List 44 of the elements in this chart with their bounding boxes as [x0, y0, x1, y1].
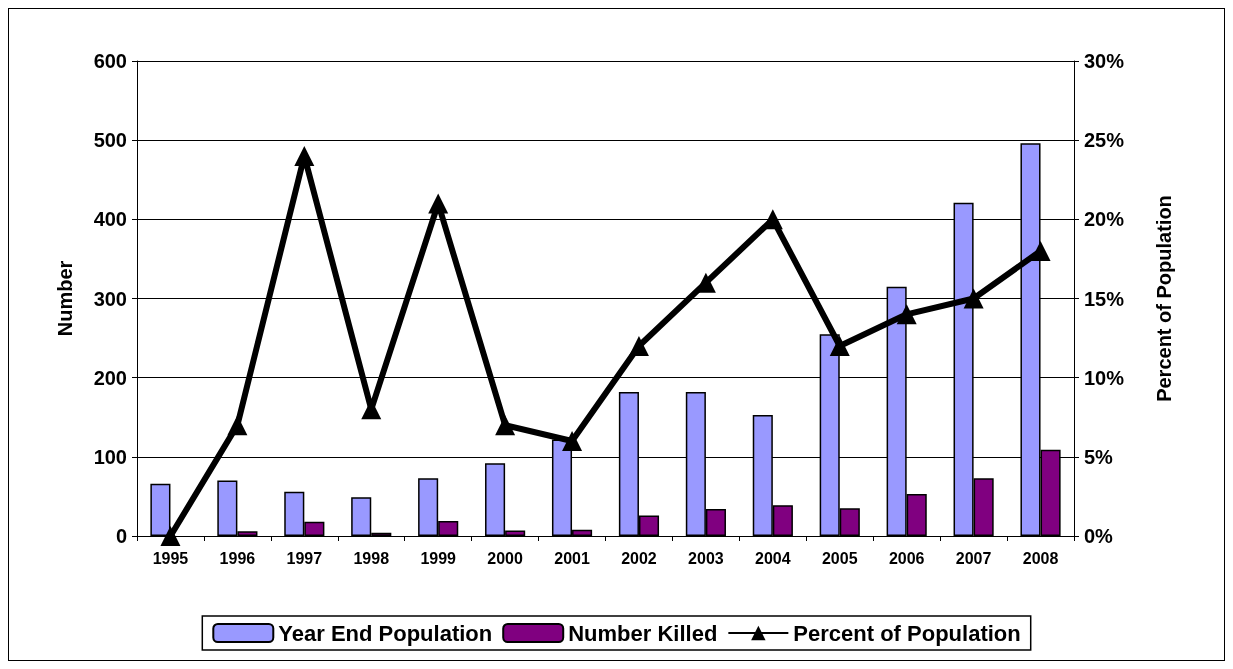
y-tick-label: 300 — [93, 287, 127, 310]
point — [628, 336, 649, 356]
point — [829, 336, 850, 356]
y2-tick-label: 0% — [1084, 525, 1114, 547]
y-tick-label: 600 — [93, 50, 127, 72]
x-tick-label: 2004 — [755, 549, 791, 567]
y2-axis-title: Percent of Population — [1153, 195, 1175, 402]
y-tick-label: 200 — [93, 366, 127, 389]
y2-tick-label: 5% — [1084, 445, 1114, 468]
x-tick-label: 2003 — [688, 549, 724, 567]
x-tick-label: 1999 — [420, 549, 457, 567]
y2-tick-label: 15% — [1084, 287, 1125, 310]
point — [227, 415, 248, 436]
y-tick-label: 500 — [93, 129, 127, 152]
legend-label: Year End Population — [278, 620, 493, 646]
point — [896, 304, 917, 325]
y-axis-title: Number — [54, 260, 76, 337]
point — [495, 415, 516, 436]
y2-tick-label: 30% — [1084, 50, 1125, 72]
x-tick-label: 2006 — [888, 549, 925, 567]
x-tick-label: 1998 — [353, 549, 390, 567]
x-tick-label: 2008 — [1022, 549, 1059, 567]
y-tick-label: 0 — [115, 525, 127, 547]
y2-tick-label: 25% — [1084, 129, 1125, 152]
x-tick-label: 2005 — [821, 549, 858, 567]
y-tick-label: 400 — [93, 208, 127, 231]
x-tick-label: 1995 — [152, 549, 189, 567]
point — [1030, 241, 1051, 261]
y-tick-label: 100 — [93, 445, 127, 468]
x-tick-label: 1996 — [219, 549, 256, 567]
point — [160, 526, 181, 546]
x-tick-label: 2002 — [621, 549, 657, 567]
point — [428, 193, 449, 214]
legend-label: Percent of Population — [793, 620, 1021, 646]
x-tick-label: 2000 — [487, 549, 524, 567]
y2-tick-label: 10% — [1084, 366, 1125, 389]
x-tick-label: 2001 — [554, 549, 590, 567]
x-tick-label: 1997 — [286, 549, 323, 567]
x-tick-label: 2007 — [955, 549, 992, 567]
y2-tick-label: 20% — [1084, 208, 1125, 231]
point — [294, 146, 315, 166]
point — [562, 431, 583, 451]
point — [963, 288, 984, 309]
legend-label: Number Killed — [568, 620, 718, 646]
